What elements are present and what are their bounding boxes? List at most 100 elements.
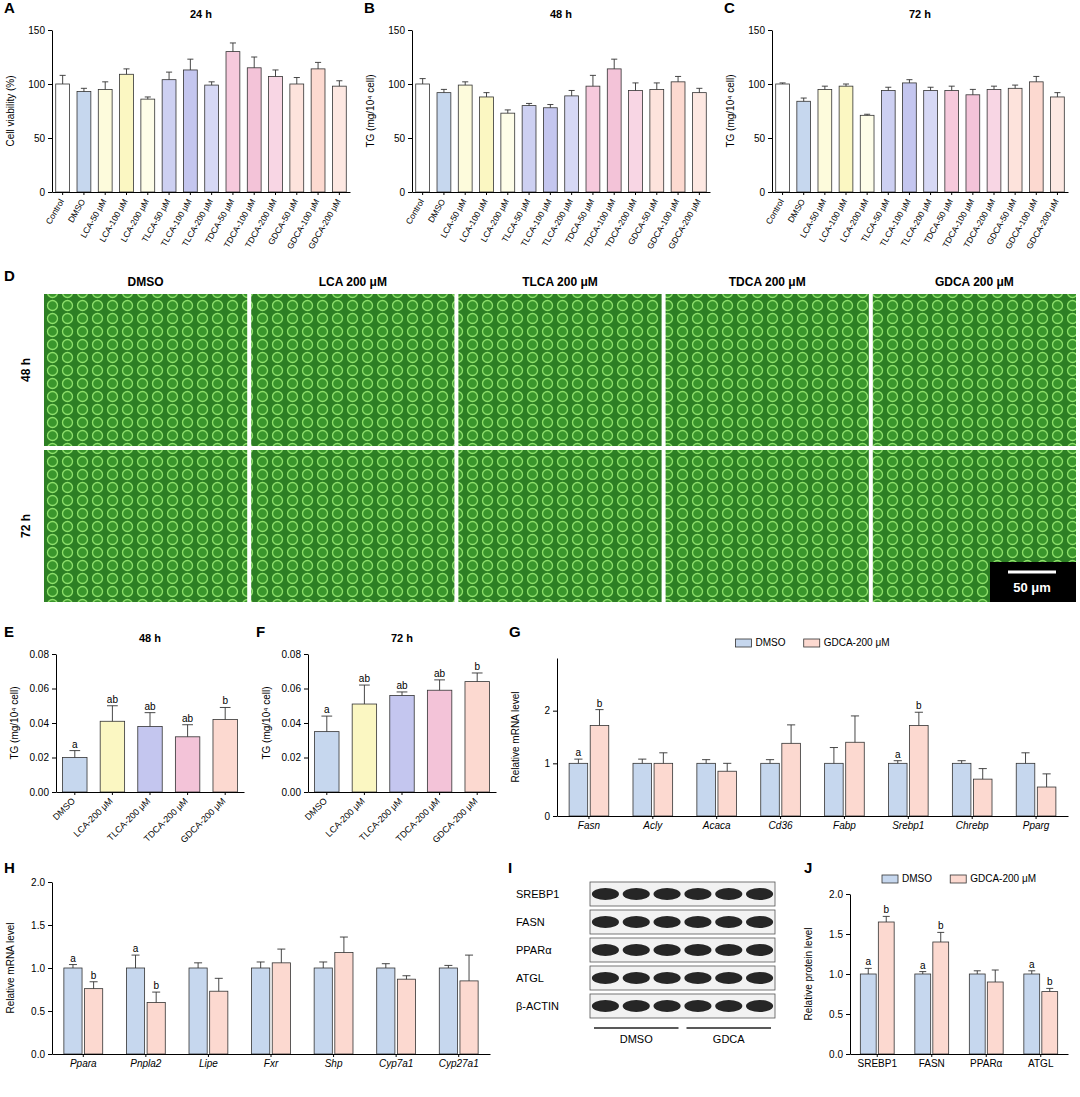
error-line xyxy=(465,82,466,85)
error-bar xyxy=(885,87,891,90)
error-line xyxy=(339,81,340,86)
tick-mark xyxy=(48,84,52,85)
tick-mark xyxy=(803,192,804,195)
error-bar xyxy=(780,83,786,84)
blot-band xyxy=(684,1000,711,1012)
error-bar xyxy=(132,955,140,968)
error-cap xyxy=(251,57,257,58)
tick: 50 xyxy=(394,133,412,144)
tick-mark xyxy=(318,192,319,195)
panel-letter: E xyxy=(4,623,14,640)
legend: DMSOGDCA-200 μM xyxy=(735,637,889,648)
error-cap xyxy=(937,932,944,933)
tick: Cd36 xyxy=(769,816,793,831)
error-line xyxy=(187,725,188,737)
axis-title: Relative mRNA level xyxy=(5,922,16,1013)
tick: 50 xyxy=(34,133,52,144)
tick-mark xyxy=(486,192,487,195)
error-bar xyxy=(90,982,98,989)
error-line xyxy=(74,751,75,758)
tick-label: 0.06 xyxy=(30,683,50,694)
tick: GDCA-200 μM xyxy=(1024,192,1061,251)
tick-label: 100 xyxy=(28,79,45,90)
bar xyxy=(878,922,894,1054)
tick-mark xyxy=(846,1054,850,1055)
axis-line xyxy=(773,192,1069,193)
blot-band xyxy=(715,944,742,956)
error-line xyxy=(486,93,487,97)
error-line xyxy=(642,759,643,763)
bar xyxy=(881,90,895,192)
y-axis: 0.00.51.01.52.0 xyxy=(829,889,850,1060)
bar xyxy=(269,76,283,192)
error-bar xyxy=(397,692,408,695)
error-line xyxy=(854,716,855,742)
tick-mark xyxy=(465,192,466,195)
blot-band xyxy=(592,944,619,956)
tick-label: Fxr xyxy=(264,1058,279,1069)
tick-label: 0.08 xyxy=(282,649,302,660)
tick: 0.5 xyxy=(31,1006,52,1017)
bar xyxy=(903,83,917,192)
bar xyxy=(969,974,985,1054)
significance-letter: a xyxy=(72,739,78,750)
y-axis: 050100150 xyxy=(388,25,412,198)
bar xyxy=(933,942,949,1054)
error-cap xyxy=(60,75,66,76)
bar xyxy=(671,82,685,192)
error-bar xyxy=(574,759,582,763)
error-bar xyxy=(659,753,667,764)
error-cap xyxy=(949,86,955,87)
tick-label: 0 xyxy=(39,187,45,198)
tick-mark xyxy=(48,30,52,31)
tick-label: 50 xyxy=(394,133,406,144)
error-line xyxy=(439,680,440,690)
bar xyxy=(290,84,304,192)
error-line xyxy=(1031,971,1032,974)
error-cap xyxy=(547,104,553,105)
error-line xyxy=(443,89,444,92)
error-bar xyxy=(359,685,370,704)
row-label: 48 h xyxy=(19,358,33,382)
bar xyxy=(924,90,938,192)
bar xyxy=(416,84,430,192)
tick: Shp xyxy=(325,1054,343,1069)
letters: aabababb xyxy=(72,694,228,750)
tick-label: GDCA-200 μM xyxy=(430,796,479,845)
error-line xyxy=(296,78,297,84)
error-bar xyxy=(1033,76,1039,81)
error-line xyxy=(402,692,403,695)
bar xyxy=(697,763,716,816)
tick-mark xyxy=(187,792,188,795)
tick: PPARα xyxy=(970,1054,1002,1069)
error-bar xyxy=(787,725,795,743)
tick: 1.5 xyxy=(31,920,52,931)
error-cap xyxy=(526,103,532,104)
error-bar xyxy=(444,965,452,968)
tick-mark xyxy=(652,816,653,819)
tick-mark xyxy=(232,192,233,195)
error-cap xyxy=(1012,85,1018,86)
tick-label: GDCA-200 μM xyxy=(666,197,703,250)
blot-band xyxy=(623,916,650,928)
group-line xyxy=(687,1027,772,1029)
tick-label: SREBP1 xyxy=(858,1058,898,1069)
x-axis: PparaPnpla2LipeFxrShpCyp7a1Cyp27a1 xyxy=(53,1054,491,1069)
error-line xyxy=(951,86,952,90)
axis-line xyxy=(772,31,773,193)
tick-mark xyxy=(254,192,255,195)
error-line xyxy=(909,80,910,83)
axis-title: TG (mg/10⁴ cell) xyxy=(261,686,272,759)
error-line xyxy=(225,707,226,719)
protein-label: SREBP1 xyxy=(516,888,559,900)
significance-letter: b xyxy=(222,695,228,706)
bar xyxy=(846,742,865,816)
tick-mark xyxy=(339,192,340,195)
error-cap xyxy=(483,92,489,93)
bar xyxy=(629,90,643,192)
tick: 0.00 xyxy=(30,787,56,798)
blot-strip xyxy=(590,938,775,962)
tick-mark xyxy=(169,192,170,195)
tick-mark xyxy=(48,882,52,883)
bar xyxy=(315,732,339,792)
